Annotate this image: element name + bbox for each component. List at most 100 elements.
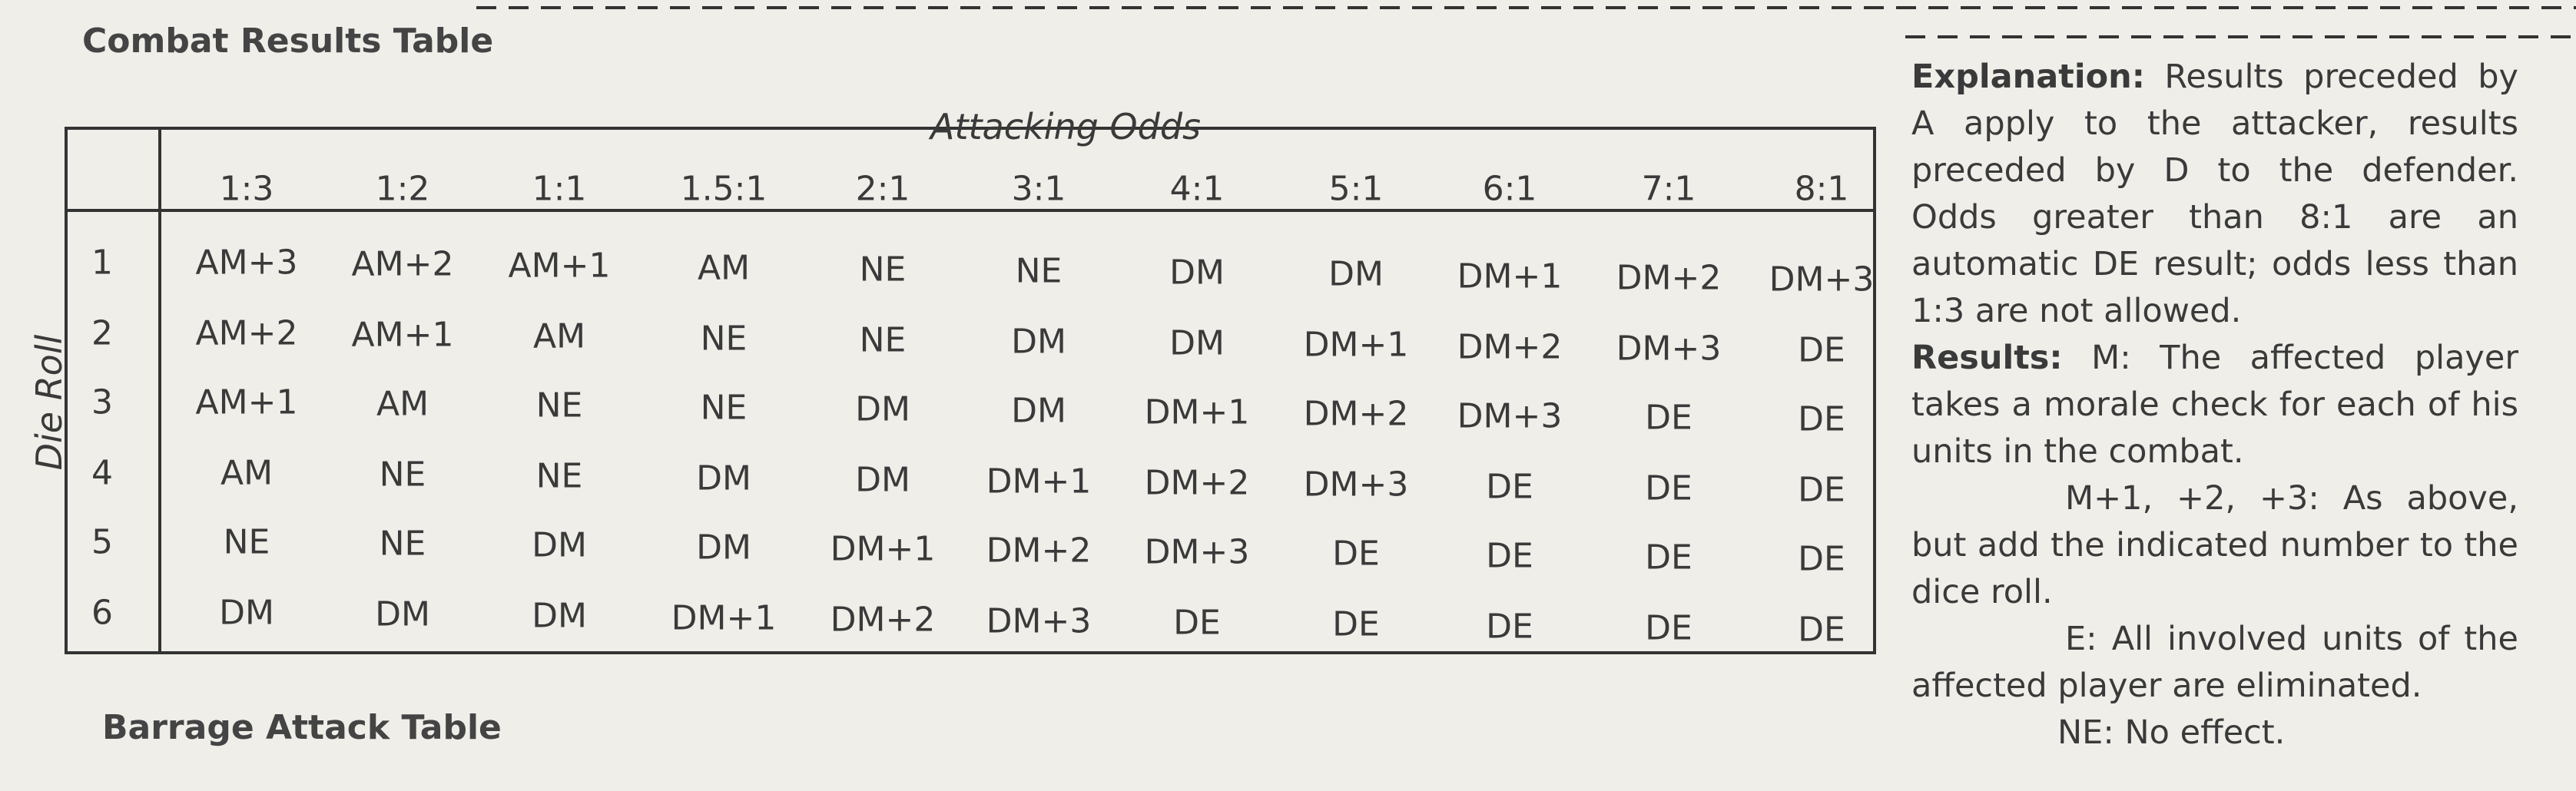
column-header: 1:2 xyxy=(375,169,430,209)
next-table-title: Barrage Attack Table xyxy=(102,708,502,747)
result-cell: NE xyxy=(859,250,907,290)
result-cell: DE xyxy=(1173,603,1221,643)
result-cell: DM+3 xyxy=(1303,465,1409,505)
result-cell: NE xyxy=(535,386,583,425)
text: M: The affected player takes a morale ch… xyxy=(1911,339,2519,471)
results-paragraph: Results: M: The affected player takes a … xyxy=(1911,335,2518,475)
result-cell: DM xyxy=(532,525,587,565)
result-cell: DM+3 xyxy=(1457,396,1563,436)
result-cell: DE xyxy=(1645,468,1692,508)
result-cell: DM xyxy=(1328,254,1384,294)
column-header: 8:1 xyxy=(1794,169,1849,209)
result-cell: DM xyxy=(855,460,910,500)
note: NE: No effect. xyxy=(2057,713,2286,752)
result-cell: AM+2 xyxy=(195,313,298,353)
result-cell: DE xyxy=(1798,399,1845,439)
result-cell: AM xyxy=(697,248,751,288)
result-cell: DE xyxy=(1645,538,1692,578)
label: Explanation: xyxy=(1911,58,2145,96)
result-cell: DM xyxy=(1011,391,1066,431)
column-header: 5:1 xyxy=(1328,169,1384,209)
result-cell: AM+1 xyxy=(508,246,611,286)
result-cell: NE xyxy=(379,524,426,564)
result-cell: DM+2 xyxy=(1616,258,1722,298)
table-title: Combat Results Table xyxy=(82,22,494,61)
note: E: All involved units of the affected pl… xyxy=(1911,620,2518,705)
result-cell: DM+3 xyxy=(1616,329,1722,369)
result-cell: AM+3 xyxy=(195,243,298,283)
row-group-label: Die Roll xyxy=(28,334,70,471)
column-header: 1:1 xyxy=(532,169,587,209)
die-roll: 4 xyxy=(91,453,113,493)
result-cell: DM xyxy=(532,596,587,636)
result-cell: NE xyxy=(700,319,748,359)
result-cell: DM+1 xyxy=(1303,325,1409,365)
result-cell: DM xyxy=(375,594,430,634)
result-cell: DM+2 xyxy=(830,600,936,640)
die-roll: 3 xyxy=(91,382,113,422)
result-cell: DE xyxy=(1486,467,1533,507)
column-header: 3:1 xyxy=(1011,169,1066,209)
result-cell: NE xyxy=(379,455,426,495)
result-cell: DM+3 xyxy=(986,601,1092,641)
die-roll: 1 xyxy=(91,243,113,283)
result-cell: AM xyxy=(220,453,274,493)
result-cell: DM xyxy=(855,389,910,429)
result-cell: DE xyxy=(1798,470,1845,510)
result-cell: DE xyxy=(1798,539,1845,579)
result-cell: DM+2 xyxy=(1457,327,1563,367)
result-cell: AM+1 xyxy=(195,382,298,422)
result-cell: AM xyxy=(376,384,429,424)
column-group-label: Attacking Odds xyxy=(930,106,1201,147)
text: Results preceded by A apply to the attac… xyxy=(1911,58,2518,330)
result-cell: DM xyxy=(1169,323,1225,363)
result-cell: DM xyxy=(696,528,751,568)
result-cell: DM xyxy=(1011,322,1066,362)
result-cell: DM xyxy=(1169,253,1225,293)
die-roll: 2 xyxy=(91,313,113,353)
explanation: Explanation: Results preceded by A apply… xyxy=(1911,54,2518,756)
result-cell: NE xyxy=(223,522,270,562)
explanation-paragraph: Explanation: Results preceded by A apply… xyxy=(1911,54,2518,335)
die-roll: 6 xyxy=(91,593,113,633)
result-cell: DE xyxy=(1645,398,1692,438)
result-cell: DE xyxy=(1486,607,1533,647)
result-cell: DE xyxy=(1645,608,1692,648)
result-cell: NE xyxy=(700,388,748,428)
result-cell: DE xyxy=(1332,534,1380,574)
result-cell: NE xyxy=(535,456,583,496)
result-cell: DE xyxy=(1798,330,1845,370)
result-cell: DM+2 xyxy=(986,531,1092,571)
column-header: 1:3 xyxy=(219,169,274,209)
result-cell: AM+1 xyxy=(351,315,454,355)
column-header: 2:1 xyxy=(855,169,910,209)
result-cell: NE xyxy=(859,320,907,360)
result-cell: DM+3 xyxy=(1769,260,1875,300)
result-cell: DE xyxy=(1332,604,1380,644)
result-cell: DE xyxy=(1798,610,1845,650)
result-cell: DM+2 xyxy=(1303,394,1409,434)
note: M+1, +2, +3: As above, but add the indic… xyxy=(1911,479,2518,611)
die-roll: 5 xyxy=(91,522,113,562)
result-cell: DM+2 xyxy=(1144,463,1250,503)
result-cell: NE xyxy=(1015,251,1063,291)
column-header: 1.5:1 xyxy=(680,169,767,209)
column-header: 7:1 xyxy=(1641,169,1696,209)
result-cell: DM+1 xyxy=(986,462,1092,501)
result-cell: DM xyxy=(696,458,751,498)
result-cell: DM+1 xyxy=(1144,392,1250,432)
column-header: 6:1 xyxy=(1482,169,1537,209)
result-cell: DE xyxy=(1486,536,1533,576)
result-cell: DM+3 xyxy=(1144,532,1250,572)
column-header: 4:1 xyxy=(1169,169,1225,209)
result-cell: AM+2 xyxy=(351,244,454,284)
result-cell: DM xyxy=(219,593,274,633)
result-cell: AM xyxy=(532,316,586,356)
table-frame xyxy=(65,127,1876,654)
label: Results: xyxy=(1911,339,2063,377)
result-cell: DM+1 xyxy=(1457,256,1563,296)
result-cell: DM+1 xyxy=(671,598,777,638)
result-cell: DM+1 xyxy=(830,529,936,569)
